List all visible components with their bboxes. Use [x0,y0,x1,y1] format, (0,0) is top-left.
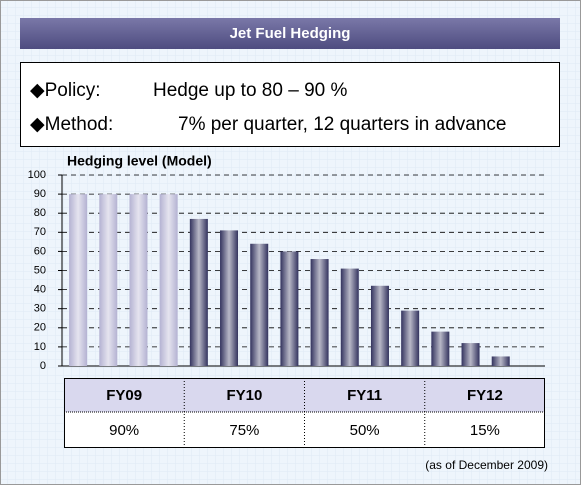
bar [431,331,450,366]
bar [370,285,389,366]
bar [189,218,208,366]
y-tick-label: 10 [34,341,46,353]
policy-text: Hedge up to 80 – 90 % [153,80,347,101]
table-header-cell: FY11 [347,387,382,404]
y-tick-label: 20 [34,322,46,334]
bar [220,230,239,366]
bar [340,268,359,366]
info-box [20,62,560,147]
chart-title: Hedging level (Model) [67,153,212,169]
bar [401,310,420,366]
y-tick-label: 90 [34,188,46,200]
table-cell: 75% [229,422,259,439]
table-header-cell: FY09 [106,387,142,404]
y-tick-label: 60 [34,245,46,257]
table: FY09 90% FY10 75% FY11 50% FY12 15% [64,378,545,448]
bar [280,251,299,366]
table-cell: 90% [109,422,139,439]
bar [129,194,148,366]
y-tick-label: 40 [34,284,46,296]
bar [461,343,480,366]
policy-label: ◆Policy: [30,80,101,101]
y-tick-label: 30 [34,303,46,315]
method-text: 7% per quarter, 12 quarters in advance [178,114,506,135]
table-header-cell: FY10 [226,387,262,404]
method-label: ◆Method: [30,114,113,135]
y-tick-label: 80 [34,207,46,219]
table-cell: 50% [350,422,380,439]
bar [250,243,269,366]
title: Jet Fuel Hedging [230,25,351,42]
table-cell: 15% [470,422,500,439]
bar [491,356,510,366]
table-header-cell: FY12 [467,387,503,404]
table-header-bg [64,378,545,412]
chart: 0 10 20 30 40 50 60 70 80 90 100 [28,169,545,372]
y-tick-label: 0 [40,360,46,372]
y-tick-label: 70 [34,226,46,238]
footnote: (as of December 2009) [425,458,548,472]
bar [69,194,88,366]
bar [99,194,118,366]
title-bar [20,18,560,49]
y-tick-label: 100 [28,169,46,181]
bar [159,194,178,366]
y-tick-label: 50 [34,264,46,276]
bar [310,259,329,366]
